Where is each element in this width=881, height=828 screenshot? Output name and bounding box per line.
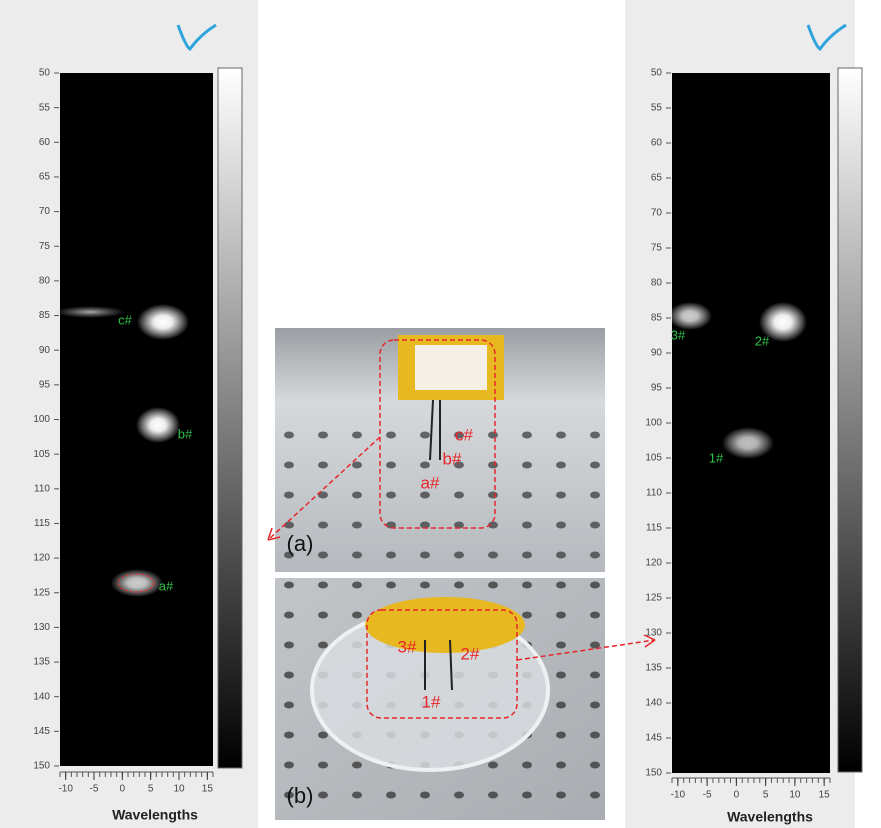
- y-tick-label: 125: [33, 587, 50, 598]
- marker: 3#: [671, 327, 686, 342]
- y-tick-label: 85: [651, 313, 663, 324]
- marker: a#: [159, 578, 174, 593]
- blob: [136, 407, 180, 443]
- y-tick-label: 105: [645, 453, 662, 464]
- y-tick-label: 140: [645, 698, 662, 709]
- y-tick-label: 150: [645, 768, 662, 779]
- y-tick-label: 130: [33, 622, 50, 633]
- marker: 2#: [755, 333, 770, 348]
- y-tick-label: 70: [39, 206, 51, 217]
- y-tick-label: 130: [645, 628, 662, 639]
- y-tick-label: 115: [646, 523, 662, 534]
- y-tick-label: 85: [39, 310, 51, 321]
- y-tick-label: 90: [651, 348, 663, 359]
- y-tick-label: 75: [651, 243, 663, 254]
- x-label: Wavelengths: [727, 809, 813, 825]
- y-tick-label: 65: [651, 173, 663, 184]
- marker: c#: [118, 312, 133, 327]
- sensor: [415, 345, 487, 390]
- y-tick-label: 140: [33, 691, 50, 702]
- marker: b#: [178, 426, 193, 441]
- y-tick-label: 95: [651, 383, 663, 394]
- y-tick-label: 65: [39, 172, 51, 183]
- y-tick-label: 100: [645, 418, 662, 429]
- blob: [722, 427, 774, 459]
- y-tick-label: 105: [33, 449, 50, 460]
- x-tick-label: 15: [819, 790, 831, 801]
- y-tick-label: 75: [39, 241, 51, 252]
- marker: 1#: [422, 692, 441, 711]
- y-tick-label: 60: [39, 137, 51, 148]
- figure: c# b# a# Wavelengths 3# 2# 1# Wavelength…: [0, 0, 881, 828]
- blob: [111, 569, 163, 597]
- marker: b#: [443, 449, 462, 468]
- marker: c#: [455, 425, 474, 444]
- x-tick-label: -5: [90, 784, 99, 795]
- x-tick-label: -10: [58, 784, 73, 795]
- y-tick-label: 70: [651, 208, 663, 219]
- x-tick-label: 10: [173, 784, 185, 795]
- y-tick-label: 95: [39, 379, 51, 390]
- marker: 3#: [398, 637, 417, 656]
- y-tick-label: 120: [33, 553, 50, 564]
- sensor: [365, 597, 525, 653]
- y-tick-label: 100: [33, 414, 50, 425]
- marker: a#: [421, 473, 440, 492]
- y-tick-label: 110: [646, 488, 662, 499]
- panel-label: (b): [287, 783, 314, 808]
- y-tick-label: 50: [39, 68, 51, 79]
- y-tick-label: 80: [39, 276, 51, 287]
- x-tick-label: -5: [703, 790, 712, 801]
- heatmap: [60, 73, 213, 766]
- y-tick-label: 115: [34, 518, 50, 529]
- x-tick-label: 5: [148, 784, 154, 795]
- y-tick-label: 90: [39, 345, 51, 356]
- blob: [137, 304, 189, 340]
- x-tick-label: 10: [789, 790, 801, 801]
- y-tick-label: 145: [645, 733, 662, 744]
- y-tick-label: 150: [33, 761, 50, 772]
- colorbar: [838, 68, 862, 772]
- colorbar: [218, 68, 242, 768]
- y-tick-label: 135: [33, 657, 50, 668]
- marker: 1#: [709, 450, 724, 465]
- x-tick-label: 5: [763, 790, 769, 801]
- x-tick-label: -10: [671, 790, 686, 801]
- x-label: Wavelengths: [112, 807, 198, 823]
- x-tick-label: 0: [734, 790, 740, 801]
- y-tick-label: 145: [33, 726, 50, 737]
- y-tick-label: 55: [39, 102, 51, 113]
- y-tick-label: 120: [645, 558, 662, 569]
- y-tick-label: 135: [645, 663, 662, 674]
- y-tick-label: 60: [651, 138, 663, 149]
- y-tick-label: 55: [651, 103, 663, 114]
- y-tick-label: 50: [651, 68, 663, 79]
- y-tick-label: 125: [645, 593, 662, 604]
- heatmap: [672, 73, 830, 773]
- y-tick-label: 80: [651, 278, 663, 289]
- marker: 2#: [461, 644, 480, 663]
- panel-label: (a): [287, 531, 314, 556]
- blob: [55, 306, 125, 318]
- x-tick-label: 0: [120, 784, 126, 795]
- blob: [668, 302, 712, 330]
- x-tick-label: 15: [202, 784, 214, 795]
- y-tick-label: 110: [34, 483, 50, 494]
